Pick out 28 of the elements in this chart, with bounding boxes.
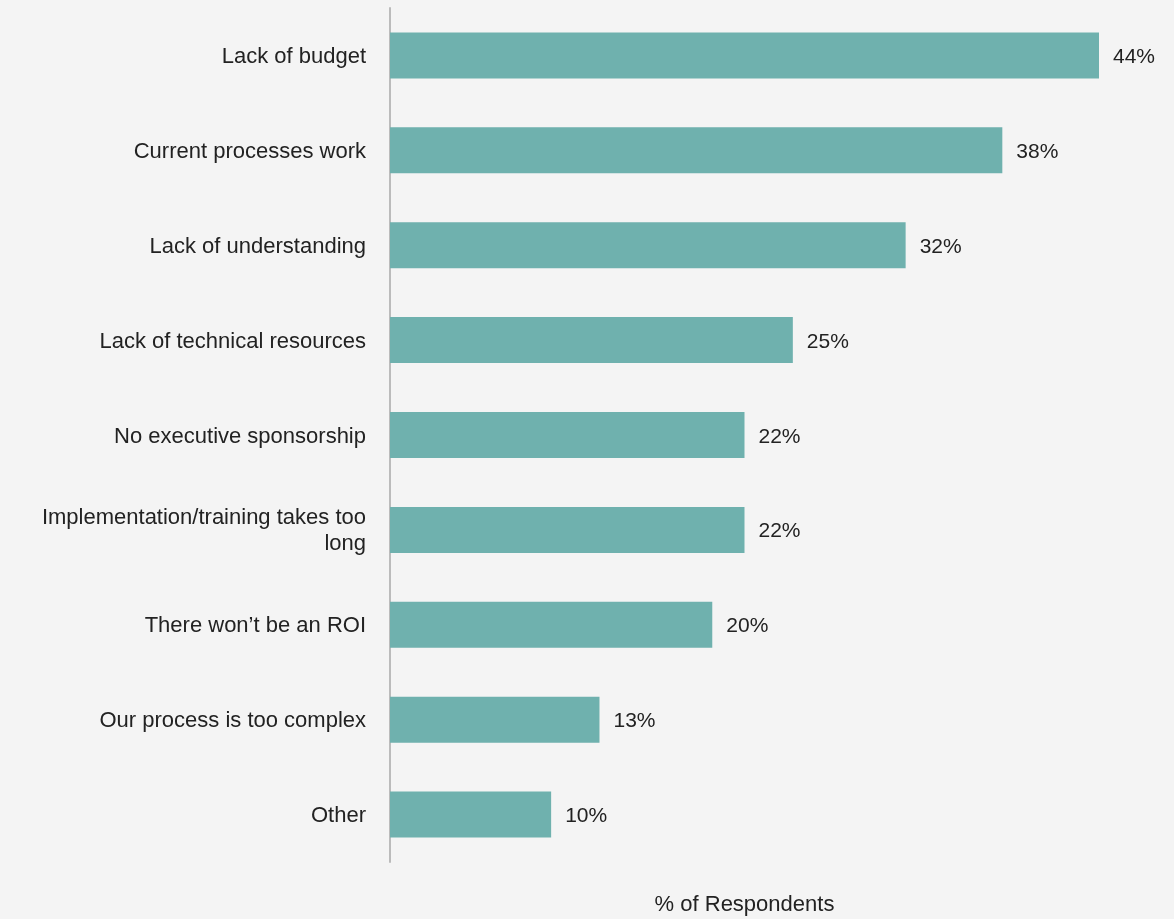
x-axis-title: % of Respondents [654, 890, 835, 916]
y-tick-label: Lack of technical resources [99, 327, 366, 353]
y-tick-label: Current processes work [133, 137, 367, 163]
bar [390, 506, 745, 553]
data-label: 25% [806, 328, 849, 352]
data-label: 22% [758, 423, 801, 447]
bar [390, 32, 1099, 79]
data-label: 20% [726, 613, 769, 637]
data-label: 38% [1016, 138, 1059, 162]
bar [390, 222, 906, 269]
y-tick-label: Lack of budget [221, 42, 366, 68]
y-tick-label: No executive sponsorship [114, 422, 366, 448]
bar [390, 412, 745, 458]
data-label: 44% [1113, 43, 1156, 67]
data-label: 10% [565, 803, 608, 827]
y-tick-label: Other [310, 802, 366, 828]
data-label: 22% [758, 518, 801, 542]
data-label: 13% [613, 708, 656, 732]
y-tick-label: Lack of understanding [149, 232, 366, 258]
y-tick-label: There won’t be an ROI [144, 612, 366, 638]
bar [390, 791, 552, 838]
bar [390, 696, 600, 743]
data-label: 32% [919, 233, 962, 257]
y-tick-label: Our process is too complex [99, 707, 366, 733]
bar [390, 127, 1003, 174]
bar [390, 317, 793, 364]
y-tick-label: Implementation/training takes too long [41, 504, 366, 556]
bar [390, 601, 713, 648]
